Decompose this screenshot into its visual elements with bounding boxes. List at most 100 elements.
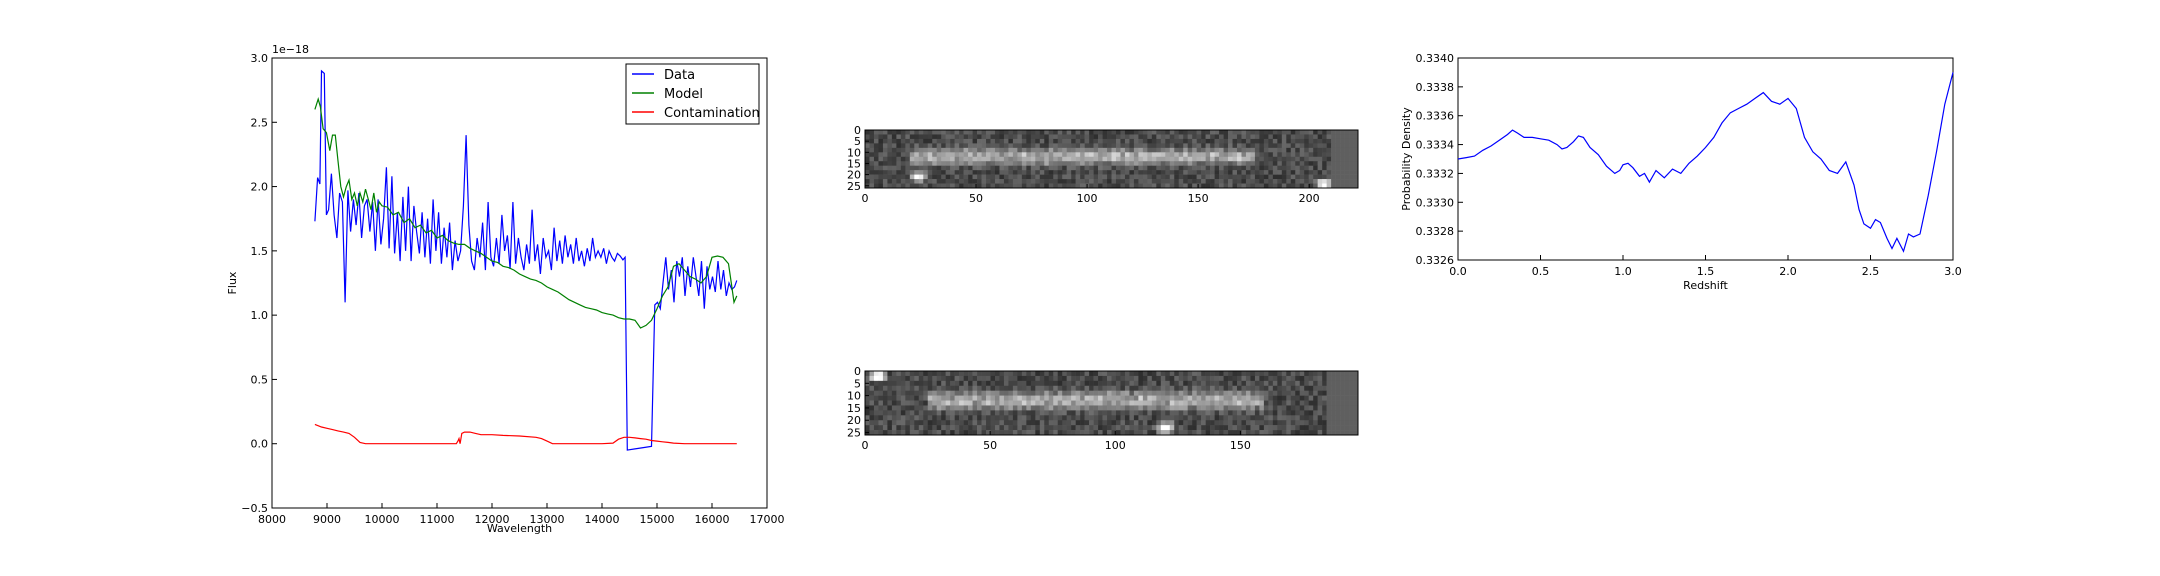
image-pixel <box>1115 425 1121 431</box>
image-pixel <box>1120 430 1126 436</box>
image-pixel <box>896 405 902 411</box>
image-pixel <box>1057 130 1063 135</box>
image-pixel <box>1196 174 1202 180</box>
image-pixel <box>1129 410 1135 416</box>
image-pixel <box>1115 130 1121 135</box>
image-pixel <box>1214 130 1220 135</box>
image-pixel <box>1317 183 1323 189</box>
image-pixel <box>1039 395 1045 401</box>
image-pixel <box>1089 410 1094 416</box>
image-pixel <box>905 138 911 144</box>
image-pixel <box>1089 152 1094 158</box>
image-pixel <box>1286 385 1292 391</box>
image-pixel <box>1151 170 1157 175</box>
image-pixel <box>1160 371 1166 377</box>
image-pixel <box>1241 170 1247 175</box>
image-pixel <box>1192 430 1197 436</box>
image-pixel <box>945 375 951 382</box>
image-pixel <box>1223 410 1229 416</box>
image-pixel <box>1263 420 1269 426</box>
image-pixel <box>1075 420 1081 426</box>
image-pixel <box>1326 400 1332 406</box>
image-pixel <box>878 410 884 416</box>
image-pixel <box>1223 170 1229 175</box>
image-pixel <box>1228 425 1233 431</box>
x-tick-label: 0 <box>862 439 869 452</box>
image-pixel <box>981 405 987 411</box>
image-pixel <box>1120 165 1126 171</box>
y-tick-label: 1.0 <box>251 309 269 322</box>
image-pixel <box>927 405 933 411</box>
image-pixel <box>1124 420 1130 426</box>
image-pixel <box>1160 156 1166 162</box>
pdf-lines <box>1457 72 1954 253</box>
image-pixel <box>1250 170 1256 175</box>
image-pixel <box>918 143 924 149</box>
image-pixel <box>1322 165 1327 171</box>
image-pixel <box>909 174 915 180</box>
y-tick-label: 5 <box>854 135 861 148</box>
image-pixel <box>1313 147 1318 153</box>
image-pixel <box>914 415 920 421</box>
image-pixel <box>1286 380 1292 387</box>
image-pixel <box>896 143 902 149</box>
image-pixel <box>959 143 964 149</box>
image-pixel <box>1160 161 1166 166</box>
image-pixel <box>927 375 933 382</box>
image-pixel <box>1003 400 1009 406</box>
image-pixel <box>869 430 875 436</box>
image-pixel <box>887 161 893 166</box>
image-pixel <box>1205 375 1211 382</box>
image-pixel <box>1286 405 1292 411</box>
image-pixel <box>1219 134 1224 140</box>
image-pixel <box>1353 395 1359 401</box>
image-pixel <box>1228 390 1233 396</box>
image-pixel <box>1021 138 1027 144</box>
image-pixel <box>1048 390 1054 396</box>
image-pixel <box>1228 371 1233 377</box>
image-pixel <box>914 371 920 377</box>
image-pixel <box>1295 400 1301 406</box>
image-pixel <box>1349 380 1354 387</box>
image-pixel <box>981 134 987 140</box>
image-pixel <box>891 152 897 158</box>
image-pixel <box>986 390 991 396</box>
image-pixel <box>1250 420 1256 426</box>
image-pixel <box>950 380 955 387</box>
image-pixel <box>1017 138 1023 144</box>
image-pixel <box>959 174 964 180</box>
image-pixel <box>1124 410 1130 416</box>
image-pixel <box>1277 425 1283 431</box>
image-pixel <box>1210 138 1215 144</box>
image-pixel <box>1210 170 1215 175</box>
image-pixel <box>1012 371 1018 377</box>
image-pixel <box>1331 161 1336 166</box>
image-pixel <box>1093 375 1099 382</box>
image-pixel <box>1048 161 1054 166</box>
image-pixel <box>1129 138 1135 144</box>
image-pixel <box>963 174 969 180</box>
image-pixel <box>936 385 942 391</box>
image-pixel <box>1062 405 1067 411</box>
image-pixel <box>1160 143 1166 149</box>
image-pixel <box>963 143 969 149</box>
image-pixel <box>1098 371 1103 377</box>
image-pixel <box>1304 385 1309 391</box>
image-pixel <box>1196 395 1202 401</box>
image-pixel <box>905 385 911 391</box>
image-pixel <box>1277 400 1283 406</box>
image-pixel <box>1304 371 1309 377</box>
image-pixel <box>1228 430 1233 436</box>
image-pixel <box>1142 395 1148 401</box>
image-pixel <box>968 183 973 189</box>
image-pixel <box>1089 174 1094 180</box>
image-pixel <box>1349 400 1354 406</box>
image-pixel <box>1353 138 1359 144</box>
image-pixel <box>1178 395 1184 401</box>
image-pixel <box>1138 380 1144 387</box>
image-pixel <box>923 179 929 184</box>
image-pixel <box>1223 134 1229 140</box>
image-pixel <box>990 165 996 171</box>
image-pixel <box>1299 395 1305 401</box>
image-pixel <box>1142 385 1148 391</box>
